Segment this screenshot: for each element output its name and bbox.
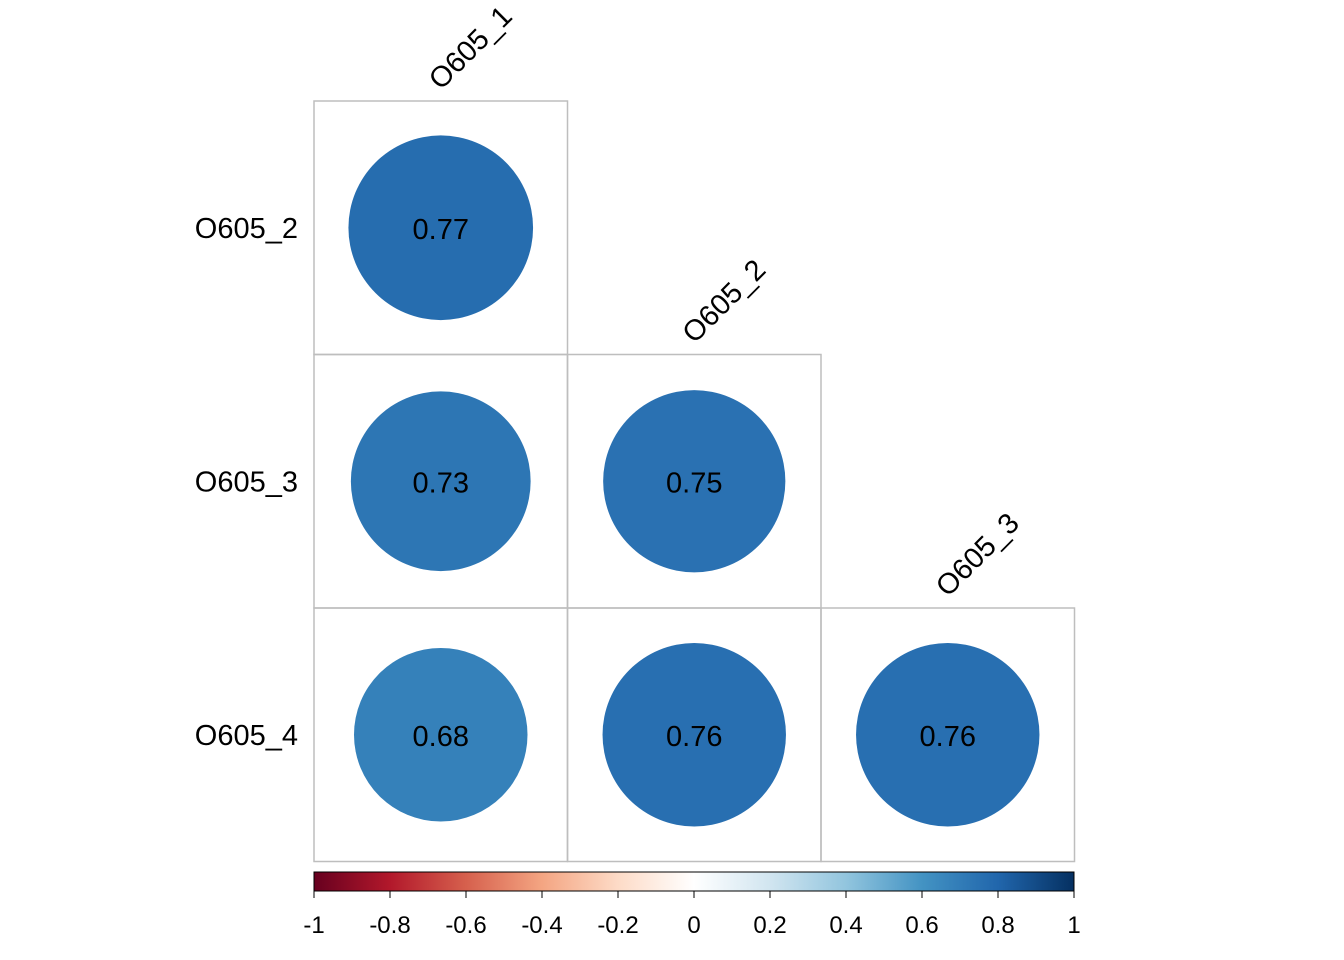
colorbar	[313, 871, 1075, 892]
correlation-circle	[603, 390, 786, 573]
correlation-circle	[353, 647, 528, 822]
colorbar-tick-label: 1	[1067, 912, 1080, 939]
correlation-circle	[856, 643, 1040, 827]
correlation-value: 0.68	[413, 721, 469, 753]
correlation-value: 0.76	[920, 721, 976, 753]
grid-cell	[820, 607, 1076, 863]
colorbar-tick-label: 0.2	[753, 912, 786, 939]
colorbar-ticks: -1 -0.8 -0.6 -0.4 -0.2 0 0.2 0.4 0.6 0.8 1	[303, 891, 1081, 939]
correlation-circle	[602, 643, 786, 827]
colorbar-tick-label: 0.4	[829, 912, 862, 939]
column-label: O605_2	[677, 254, 773, 350]
colorbar-tick-label: -0.4	[521, 912, 562, 939]
correlation-value: 0.75	[666, 467, 722, 499]
correlation-circle	[348, 135, 534, 321]
correlation-circle	[350, 391, 531, 572]
correlation-circles	[348, 135, 1040, 827]
colorbar-gradient	[313, 871, 1075, 892]
row-label: O605_2	[195, 213, 298, 245]
row-label: O605_3	[195, 466, 298, 498]
colorbar-tick-label: -0.6	[445, 912, 486, 939]
row-label: O605_4	[195, 720, 298, 752]
grid	[313, 100, 1076, 863]
correlation-value: 0.76	[666, 721, 722, 753]
colorbar-tick-label: -0.2	[597, 912, 638, 939]
correlation-value: 0.77	[413, 214, 469, 246]
colorbar-tick-label: -1	[303, 912, 324, 939]
colorbar-tick-label: 0.8	[981, 912, 1014, 939]
correlation-value: 0.73	[413, 467, 469, 499]
colorbar-tick-label: -0.8	[369, 912, 410, 939]
value-labels: 0.77 0.73 0.75 0.68 0.76 0.76	[413, 214, 976, 753]
colorbar-tick-label: 0.6	[905, 912, 938, 939]
row-labels: O605_2 O605_3 O605_4	[195, 213, 298, 752]
colorbar-tick-label: 0	[687, 912, 700, 939]
column-label: O605_3	[930, 507, 1026, 603]
column-label: O605_1	[423, 0, 519, 96]
